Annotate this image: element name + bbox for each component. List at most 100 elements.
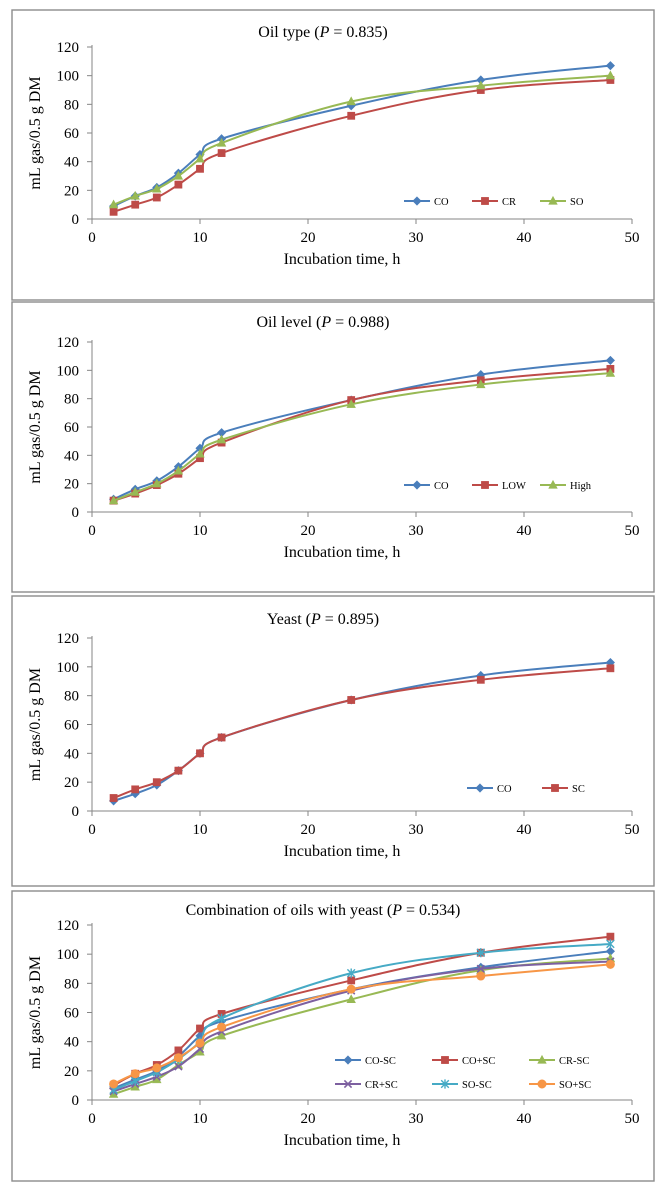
data-point — [346, 994, 356, 1003]
x-axis-title: Incubation time, h — [284, 843, 401, 860]
y-tick-label: 100 — [57, 69, 80, 85]
legend: CO CR SO — [404, 195, 584, 208]
x-tick-label: 40 — [517, 230, 532, 246]
chart-panel-1: 0 20 40 60 80 100 120 0 10 20 30 40 50 Incubation tim… — [11, 9, 655, 301]
panel-frame — [11, 890, 655, 1182]
y-tick-label: 120 — [57, 918, 80, 934]
chart-title-suffix: = 0.895) — [321, 611, 379, 628]
data-point — [346, 399, 356, 408]
y-tick-label: 20 — [64, 775, 79, 791]
data-point — [605, 368, 616, 377]
y-tick-label: 60 — [64, 420, 79, 436]
legend-label: CO-SC — [365, 1056, 396, 1067]
data-point — [217, 733, 226, 742]
data-point — [347, 976, 356, 985]
data-point — [216, 137, 227, 147]
data-point — [346, 984, 356, 994]
chart-title-p: P — [310, 611, 321, 628]
data-point — [196, 749, 204, 758]
data-point — [195, 153, 205, 163]
x-tick-label: 40 — [517, 1111, 532, 1127]
data-point — [152, 1063, 162, 1073]
legend-marker — [481, 481, 489, 489]
x-tick-label: 30 — [409, 230, 424, 246]
legend-label: SO — [570, 197, 584, 208]
data-point — [217, 1022, 227, 1032]
data-point — [152, 778, 161, 787]
y-tick-label: 80 — [64, 392, 79, 408]
data-point — [217, 149, 226, 157]
y-tick-label: 20 — [64, 1064, 79, 1080]
x-axis-title: Incubation time, h — [284, 251, 401, 268]
chart-title-prefix: Oil level ( — [256, 314, 321, 331]
data-point — [476, 675, 485, 684]
data-point — [476, 379, 486, 389]
x-tick-label: 20 — [301, 1111, 316, 1127]
data-point — [174, 1062, 183, 1071]
x-tick-label: 10 — [193, 230, 208, 246]
series-line — [113, 667, 611, 799]
y-axis-title: mL gas/0.5 g DM — [27, 668, 44, 781]
y-tick-label: 80 — [64, 689, 79, 705]
y-tick-label: 0 — [72, 505, 80, 521]
y-tick-label: 80 — [64, 97, 79, 113]
data-point — [173, 1053, 183, 1063]
series-line — [113, 372, 611, 502]
legend-marker — [412, 196, 422, 206]
series-High — [108, 368, 616, 505]
series-line — [113, 957, 611, 1096]
data-point — [174, 766, 183, 775]
y-tick-label: 100 — [57, 947, 80, 963]
x-tick-label: 30 — [409, 523, 424, 539]
y-tick-label: 0 — [72, 212, 80, 228]
y-tick-label: 60 — [64, 718, 79, 734]
y-tick-label: 120 — [57, 40, 80, 56]
legend-label: SO-SC — [462, 1080, 492, 1091]
x-tick-label: 50 — [625, 1111, 640, 1127]
y-tick-label: 0 — [72, 1093, 80, 1109]
legend-marker — [537, 1079, 547, 1089]
y-tick-label: 120 — [57, 335, 80, 351]
series-SO+SC — [109, 959, 615, 1089]
data-point — [109, 207, 118, 216]
series-line — [113, 960, 611, 1093]
data-point — [195, 1038, 205, 1048]
data-point — [195, 448, 205, 458]
data-point — [605, 959, 615, 969]
data-point — [130, 1069, 140, 1079]
x-tick-label: 30 — [409, 822, 424, 838]
legend-label: CO — [434, 481, 449, 492]
x-axis-title: Incubation time, h — [284, 1132, 401, 1149]
legend-marker — [343, 1079, 353, 1089]
chart-title-p: P — [319, 24, 330, 41]
legend-marker — [412, 480, 422, 490]
data-point — [109, 1079, 119, 1089]
data-point — [216, 1030, 227, 1040]
legend-marker — [548, 479, 558, 489]
chart-title-suffix: = 0.534) — [402, 902, 460, 919]
series-line — [113, 78, 611, 213]
panel-frame — [11, 595, 655, 887]
chart-title-prefix: Yeast ( — [267, 611, 311, 628]
legend-label: High — [570, 481, 592, 492]
y-tick-label: 20 — [64, 477, 79, 493]
data-point — [347, 696, 356, 704]
legend-marker — [551, 784, 559, 792]
x-tick-label: 50 — [625, 822, 640, 838]
data-point — [130, 190, 140, 200]
data-point — [216, 434, 227, 444]
y-tick-label: 100 — [57, 363, 80, 379]
legend-marker — [548, 195, 558, 205]
data-point — [196, 1024, 204, 1033]
x-tick-label: 0 — [88, 1111, 96, 1127]
legend-label: CR — [502, 197, 516, 208]
series-SO — [108, 70, 616, 209]
y-tick-label: 80 — [64, 976, 79, 992]
x-tick-label: 40 — [517, 822, 532, 838]
x-tick-label: 0 — [88, 523, 96, 539]
data-point — [196, 164, 204, 173]
data-point — [605, 70, 616, 80]
panel-frame — [11, 301, 655, 593]
